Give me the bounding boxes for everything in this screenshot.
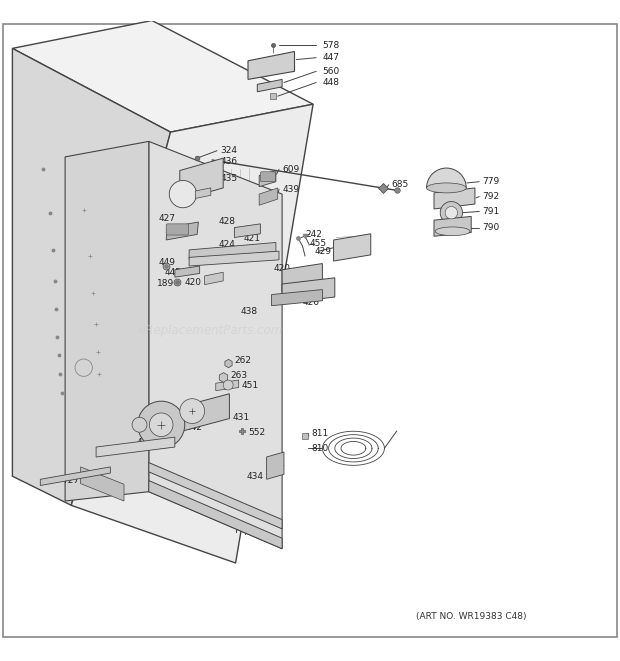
Text: 451: 451: [242, 381, 259, 389]
Text: 424: 424: [219, 241, 236, 249]
Polygon shape: [234, 224, 260, 237]
Ellipse shape: [427, 183, 466, 193]
Polygon shape: [259, 188, 278, 206]
Text: 262: 262: [234, 356, 251, 365]
Circle shape: [440, 202, 463, 224]
Text: 426: 426: [303, 298, 319, 307]
Text: 429: 429: [315, 247, 332, 256]
Text: 792: 792: [482, 192, 500, 201]
FancyBboxPatch shape: [260, 172, 275, 182]
Text: eReplacementParts.com: eReplacementParts.com: [139, 324, 283, 337]
Polygon shape: [166, 222, 198, 240]
Text: 189: 189: [157, 279, 174, 288]
FancyBboxPatch shape: [166, 224, 188, 235]
Polygon shape: [81, 467, 124, 501]
Text: 425: 425: [219, 251, 236, 259]
Circle shape: [138, 401, 185, 448]
Polygon shape: [282, 264, 322, 291]
Polygon shape: [267, 452, 284, 479]
Polygon shape: [40, 467, 110, 485]
Polygon shape: [183, 394, 229, 431]
Text: 811: 811: [311, 429, 329, 438]
Text: 810: 810: [311, 444, 329, 453]
Polygon shape: [434, 216, 471, 236]
Polygon shape: [180, 158, 223, 200]
Text: 242: 242: [306, 230, 322, 239]
Text: 791: 791: [482, 207, 500, 216]
Circle shape: [149, 413, 173, 436]
Polygon shape: [282, 278, 335, 303]
Polygon shape: [272, 290, 322, 305]
Polygon shape: [259, 171, 276, 186]
Text: 428: 428: [219, 217, 236, 226]
Polygon shape: [195, 188, 211, 198]
Polygon shape: [12, 20, 313, 132]
Polygon shape: [65, 141, 149, 501]
Text: 779: 779: [482, 177, 500, 186]
Text: 448: 448: [322, 78, 339, 87]
Polygon shape: [149, 481, 282, 549]
Polygon shape: [434, 188, 475, 209]
Text: 447: 447: [322, 53, 339, 62]
Polygon shape: [149, 141, 282, 549]
Polygon shape: [71, 104, 313, 563]
Text: 438: 438: [241, 307, 258, 317]
Circle shape: [180, 399, 205, 424]
Circle shape: [223, 380, 233, 390]
Polygon shape: [175, 266, 200, 277]
Polygon shape: [189, 251, 279, 266]
Wedge shape: [427, 168, 466, 188]
Text: 421: 421: [244, 234, 260, 243]
Text: 427: 427: [158, 214, 175, 223]
Text: 552: 552: [248, 428, 265, 437]
Text: 420: 420: [185, 278, 202, 287]
Text: 449: 449: [158, 258, 175, 267]
Text: (ART NO. WR19383 C48): (ART NO. WR19383 C48): [416, 613, 526, 621]
Text: 431: 431: [232, 413, 250, 422]
Text: 578: 578: [322, 41, 340, 50]
Circle shape: [169, 180, 197, 208]
Text: 442: 442: [186, 423, 203, 432]
Text: 432: 432: [136, 438, 153, 447]
Text: 420: 420: [274, 264, 291, 273]
Text: 324: 324: [220, 146, 237, 155]
Text: 455: 455: [310, 239, 327, 248]
Text: 609: 609: [282, 165, 299, 174]
Polygon shape: [12, 48, 170, 506]
Text: 439: 439: [282, 184, 299, 194]
Circle shape: [445, 206, 458, 219]
Text: 435: 435: [220, 174, 237, 183]
Polygon shape: [216, 380, 239, 391]
Polygon shape: [334, 234, 371, 261]
Text: 560: 560: [322, 67, 340, 76]
Polygon shape: [189, 243, 276, 259]
Polygon shape: [96, 437, 175, 457]
Text: 263: 263: [231, 371, 248, 379]
Ellipse shape: [435, 227, 470, 235]
Text: 727: 727: [62, 476, 79, 485]
Text: 436: 436: [220, 157, 237, 166]
Text: 685: 685: [392, 180, 409, 189]
Polygon shape: [257, 79, 282, 92]
Text: 445: 445: [164, 268, 181, 277]
Polygon shape: [205, 272, 223, 285]
Text: 790: 790: [482, 223, 500, 232]
Polygon shape: [248, 52, 294, 79]
Circle shape: [132, 417, 147, 432]
Polygon shape: [149, 463, 282, 529]
Text: 434: 434: [247, 472, 264, 481]
